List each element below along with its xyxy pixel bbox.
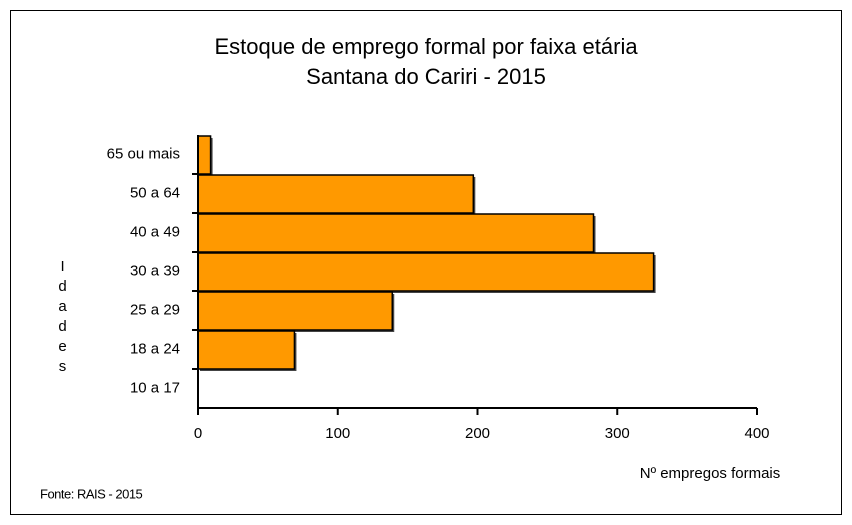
y-tick-label: 10 a 17 (130, 379, 180, 396)
source-note: Fonte: RAIS - 2015 (40, 486, 143, 501)
bar (197, 135, 212, 175)
x-tick-label: 0 (194, 425, 202, 442)
x-tick-label: 100 (325, 425, 350, 442)
y-tick-label: 18 a 24 (130, 340, 180, 357)
bar (197, 330, 296, 370)
y-tick-label: 50 a 64 (130, 184, 180, 201)
x-axis-label: Nº empregos formais (640, 465, 781, 482)
bar (197, 174, 475, 214)
bar (197, 291, 394, 331)
y-tick-label: 30 a 39 (130, 262, 180, 279)
bar (197, 213, 595, 253)
y-tick-label: 40 a 49 (130, 223, 180, 240)
x-tick-label: 400 (744, 425, 769, 442)
chart-subtitle: Santana do Cariri - 2015 (306, 64, 546, 89)
y-tick-label: 65 ou mais (107, 145, 180, 162)
x-tick-label: 200 (465, 425, 490, 442)
chart-title: Estoque de emprego formal por faixa etár… (214, 34, 638, 59)
bar (197, 252, 655, 292)
x-tick-label: 300 (605, 425, 630, 442)
y-tick-label: 25 a 29 (130, 301, 180, 318)
y-axis-label: Idades (54, 258, 71, 378)
